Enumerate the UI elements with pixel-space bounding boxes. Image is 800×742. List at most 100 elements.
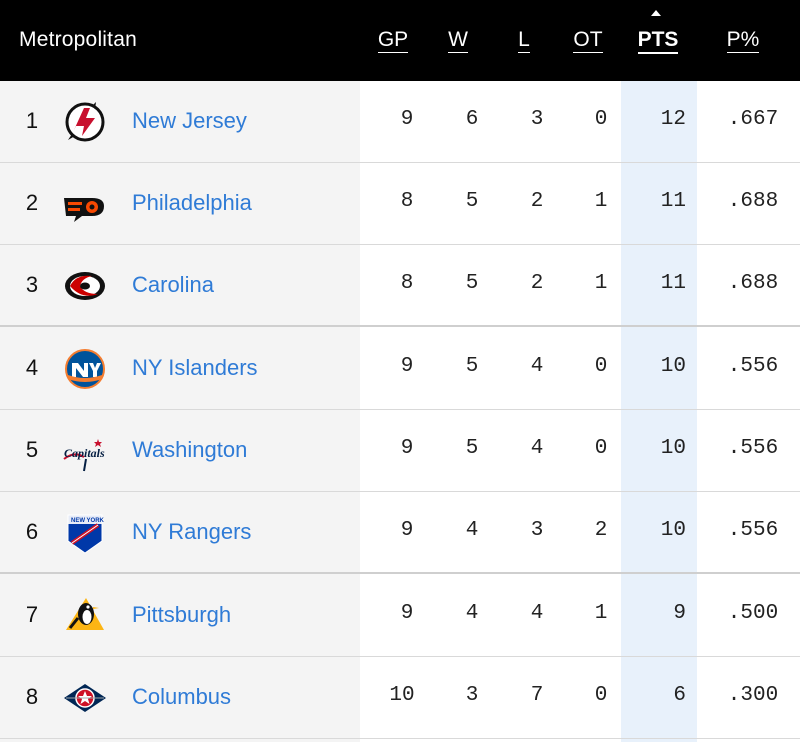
column-header-ot[interactable]: OT — [573, 28, 603, 53]
svg-text:Capitals: Capitals — [64, 446, 105, 460]
row-divider — [0, 409, 800, 410]
row-divider — [0, 162, 800, 163]
blue-jackets-logo-icon[interactable] — [62, 676, 108, 720]
pts-value: 10 — [660, 355, 686, 378]
gp-value: 9 — [400, 108, 414, 131]
l-value: 4 — [530, 437, 544, 460]
row-divider — [0, 572, 800, 574]
pct-value: .688 — [727, 190, 779, 213]
w-value: 4 — [465, 519, 479, 542]
rank: 3 — [25, 272, 39, 297]
team-link[interactable]: Columbus — [132, 684, 232, 709]
team-link[interactable]: Carolina — [132, 272, 214, 297]
pts-column-highlight — [621, 81, 697, 742]
l-value: 2 — [530, 190, 544, 213]
column-header-gp[interactable]: GP — [377, 28, 409, 53]
ot-value: 1 — [594, 602, 608, 625]
pct-value: .556 — [727, 437, 779, 460]
devils-logo-icon[interactable] — [62, 100, 108, 144]
table-row: 6 NEW YORK NY Rangers 9 4 3 2 10 .556 — [0, 492, 800, 574]
pct-value: .667 — [727, 108, 779, 131]
table-row: 1 New Jersey 9 6 3 0 12 .667 — [0, 81, 800, 163]
ot-value: 0 — [594, 355, 608, 378]
team-link[interactable]: Washington — [132, 437, 248, 462]
w-value: 4 — [465, 602, 479, 625]
row-divider — [0, 244, 800, 245]
team-link[interactable]: Philadelphia — [132, 190, 252, 215]
ot-value: 1 — [594, 190, 608, 213]
team-link[interactable]: NY Rangers — [132, 519, 252, 544]
w-value: 5 — [465, 190, 479, 213]
column-header-pct[interactable]: P% — [726, 28, 760, 53]
gp-value: 10 — [389, 684, 415, 707]
pts-value: 12 — [660, 108, 686, 131]
pts-value: 9 — [673, 602, 686, 625]
pts-value: 10 — [660, 437, 686, 460]
table-row: 7 Pittsburgh 9 4 4 1 9 .500 — [0, 575, 800, 657]
team-link[interactable]: Pittsburgh — [132, 602, 232, 627]
w-value: 5 — [465, 272, 479, 295]
pts-value: 10 — [660, 519, 686, 542]
table-row: 5 Capitals Washington 9 5 4 0 10 .556 — [0, 410, 800, 492]
ot-value: 0 — [594, 437, 608, 460]
pct-value: .300 — [727, 684, 779, 707]
rank: 1 — [25, 108, 39, 133]
table-header: Metropolitan GP W L OT PTS P% — [0, 0, 800, 81]
rank: 4 — [25, 355, 39, 380]
gp-value: 8 — [400, 190, 414, 213]
team-link[interactable]: New Jersey — [132, 108, 247, 133]
islanders-logo-icon[interactable] — [62, 347, 108, 391]
rank: 2 — [25, 190, 39, 215]
svg-text:NEW YORK: NEW YORK — [71, 518, 105, 524]
team-link[interactable]: NY Islanders — [132, 355, 258, 380]
pct-value: .556 — [727, 355, 779, 378]
rangers-logo-icon[interactable]: NEW YORK — [62, 511, 108, 555]
row-divider — [0, 656, 800, 657]
gp-value: 9 — [400, 437, 414, 460]
l-value: 2 — [530, 272, 544, 295]
sort-ascending-icon — [651, 10, 661, 16]
row-divider — [0, 491, 800, 492]
gp-value: 8 — [400, 272, 414, 295]
l-value: 3 — [530, 519, 544, 542]
row-divider — [0, 738, 800, 739]
capitals-logo-icon[interactable]: Capitals — [62, 429, 108, 473]
pct-value: .688 — [727, 272, 779, 295]
l-value: 4 — [530, 355, 544, 378]
penguins-logo-icon[interactable] — [62, 594, 108, 638]
gp-value: 9 — [400, 602, 414, 625]
ot-value: 2 — [594, 519, 608, 542]
table-row: 8 Columbus 10 3 7 0 6 .300 — [0, 657, 800, 739]
row-divider — [0, 325, 800, 327]
ot-value: 0 — [594, 108, 608, 131]
ot-value: 0 — [594, 684, 608, 707]
gp-value: 9 — [400, 519, 414, 542]
column-header-l[interactable]: L — [518, 28, 530, 53]
table-row: 3 Carolina 8 5 2 1 11 .688 — [0, 245, 800, 327]
hurricanes-logo-icon[interactable] — [62, 264, 108, 308]
pts-value: 11 — [660, 190, 686, 213]
pct-value: .556 — [727, 519, 779, 542]
pct-value: .500 — [727, 602, 779, 625]
rank: 7 — [25, 602, 39, 627]
division-title: Metropolitan — [19, 28, 137, 51]
w-value: 3 — [465, 684, 479, 707]
pts-value: 6 — [673, 684, 686, 707]
w-value: 6 — [465, 108, 479, 131]
l-value: 3 — [530, 108, 544, 131]
l-value: 4 — [530, 602, 544, 625]
column-header-pts[interactable]: PTS — [628, 28, 688, 54]
pts-value: 11 — [660, 272, 686, 295]
column-header-w[interactable]: W — [448, 28, 468, 53]
rank: 8 — [25, 684, 39, 709]
team-column-background — [0, 81, 360, 742]
ot-value: 1 — [594, 272, 608, 295]
table-row: 4 NY Islanders 9 5 4 0 10 .556 — [0, 328, 800, 410]
flyers-logo-icon[interactable] — [62, 182, 108, 226]
rank: 5 — [25, 437, 39, 462]
rank: 6 — [25, 519, 39, 544]
table-row: 2 Philadelphia 8 5 2 1 11 .688 — [0, 163, 800, 245]
w-value: 5 — [465, 355, 479, 378]
gp-value: 9 — [400, 355, 414, 378]
